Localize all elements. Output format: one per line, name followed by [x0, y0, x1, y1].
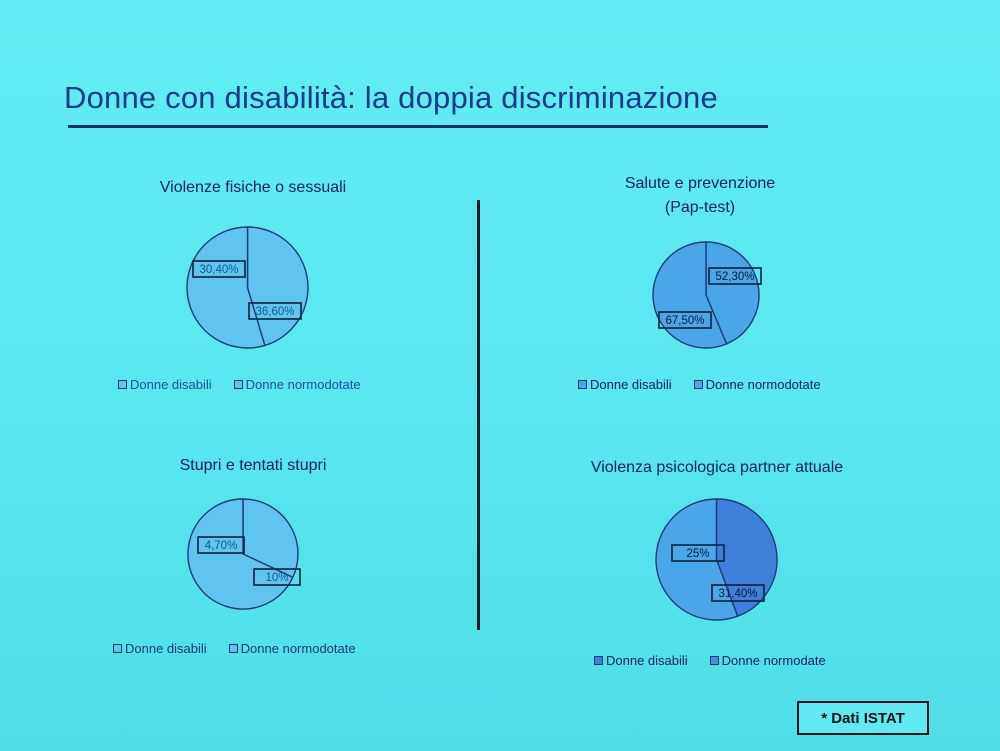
legend-item-disabili: Donne disabili	[578, 377, 672, 392]
data-label-disabili: 30,40%	[192, 260, 246, 278]
chart-title-salute-line2: (Pap-test)	[664, 199, 736, 216]
data-label-normodotate: 31,40%	[711, 584, 765, 602]
source-note: * Dati ISTAT	[797, 701, 929, 735]
legend-label: Donne disabili	[606, 653, 688, 668]
pie-slice-normodotate	[655, 498, 739, 621]
legend-swatch	[578, 380, 587, 389]
pie-chart-violenze: 30,40% 36,60%	[186, 226, 309, 349]
legend-swatch	[594, 656, 603, 665]
legend-item-disabili: Donne disabili	[118, 377, 212, 392]
pie-slice-normodotate	[652, 241, 728, 349]
legend-item-disabili: Donne disabili	[113, 641, 207, 656]
legend-label: Donne normodotate	[245, 377, 361, 392]
pie-slice-disabili	[242, 498, 299, 579]
legend-swatch	[113, 644, 122, 653]
svg-text:52,30%: 52,30%	[715, 271, 754, 283]
legend-swatch	[228, 644, 238, 653]
legend-item-normodotate: Donne normodate	[709, 653, 826, 668]
data-label-normodotate: 36,60%	[248, 302, 302, 320]
legend-violenze: Donne disabili Donne normodotate	[118, 377, 361, 392]
legend-label: Donne normodotate	[240, 641, 356, 656]
legend-stupri: Donne disabili Donne normodotate	[113, 641, 356, 656]
data-label-disabili: 52,30%	[708, 267, 762, 285]
svg-text:10%: 10%	[265, 572, 288, 584]
chart-title-salute: Salute e prevenzione (Pap-test)	[590, 172, 810, 220]
legend-label: Donne disabili	[130, 377, 212, 392]
pie-slice-disabili	[246, 226, 309, 347]
legend-item-disabili: Donne disabili	[594, 653, 688, 668]
svg-text:36,60%: 36,60%	[255, 306, 294, 318]
chart-title-violenza-psicologica: Violenza psicologica partner attuale	[590, 459, 844, 476]
title-underline	[68, 125, 768, 128]
pie-chart-salute: 52,30% 67,50%	[652, 241, 762, 349]
pie-chart-violenza-psicologica: 25% 31,40%	[655, 498, 778, 621]
legend-salute: Donne disabili Donne normodotate	[578, 377, 821, 392]
data-label-normodotate: 67,50%	[658, 311, 712, 329]
svg-text:25%: 25%	[686, 548, 709, 560]
legend-label: Donne normodotate	[705, 377, 821, 392]
legend-swatch	[693, 380, 703, 389]
chart-title-salute-line1: Salute e prevenzione	[624, 175, 776, 192]
legend-swatch	[233, 380, 243, 389]
data-label-disabili: 4,70%	[197, 536, 245, 554]
pie-slice-disabili	[715, 498, 778, 618]
svg-text:67,50%: 67,50%	[665, 315, 704, 327]
pie-chart-stupri: 4,70% 10%	[187, 498, 301, 610]
svg-text:4,70%: 4,70%	[205, 540, 238, 552]
pie-slice-normodotate	[186, 226, 266, 349]
slide-title: Donne con disabilità: la doppia discrimi…	[64, 80, 718, 115]
chart-title-stupri: Stupri e tentati stupri	[179, 457, 327, 474]
legend-item-normodotate: Donne normodotate	[693, 377, 821, 392]
data-label-normodotate: 10%	[253, 568, 301, 586]
legend-violenza-psicologica: Donne disabili Donne normodate	[594, 653, 826, 668]
svg-text:30,40%: 30,40%	[199, 264, 238, 276]
legend-swatch	[709, 656, 719, 665]
legend-item-normodotate: Donne normodotate	[233, 377, 361, 392]
data-label-disabili: 25%	[671, 544, 725, 562]
legend-swatch	[118, 380, 127, 389]
chart-title-violenze: Violenze fisiche o sessuali	[159, 179, 347, 196]
svg-text:31,40%: 31,40%	[718, 588, 757, 600]
legend-item-normodotate: Donne normodotate	[228, 641, 356, 656]
legend-label: Donne normodate	[721, 653, 826, 668]
legend-label: Donne disabili	[125, 641, 207, 656]
pie-slice-normodotate	[187, 498, 294, 610]
vertical-divider	[477, 200, 480, 630]
legend-label: Donne disabili	[590, 377, 672, 392]
